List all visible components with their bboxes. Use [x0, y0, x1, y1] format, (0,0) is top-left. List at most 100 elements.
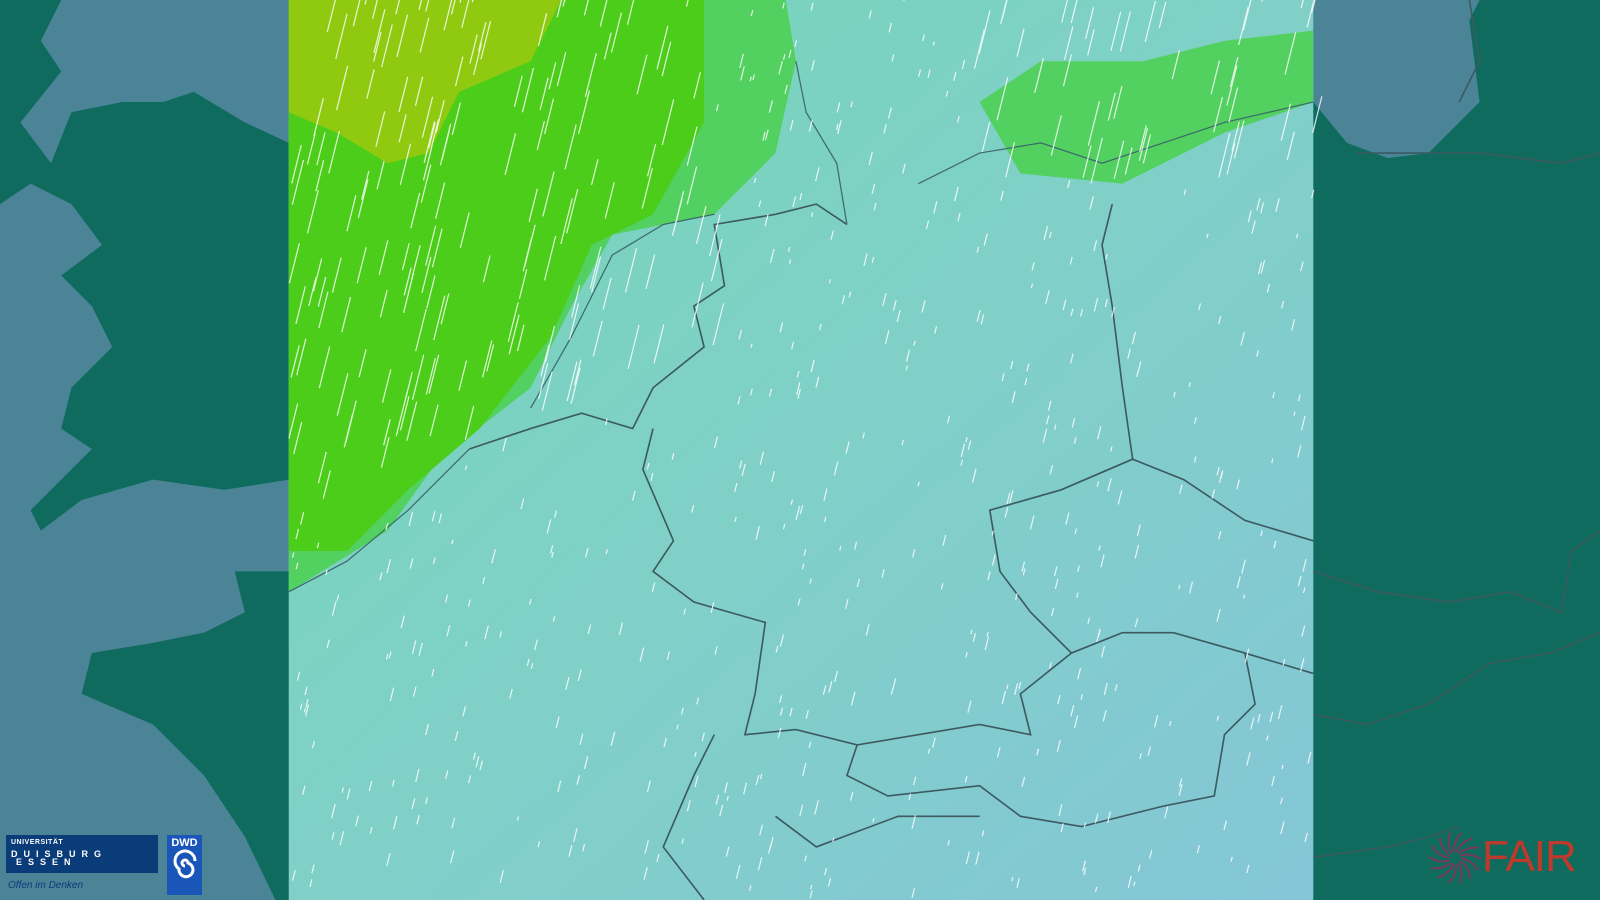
wind-streak [719, 804, 724, 817]
wind-streak [1193, 456, 1197, 463]
wind-streak [438, 513, 443, 524]
wind-streak [304, 686, 308, 696]
wind-streak [1101, 645, 1106, 658]
wind-streak [311, 864, 315, 874]
wind-streak [1001, 373, 1005, 382]
wind-streak [311, 740, 315, 749]
wind-streak [693, 72, 702, 99]
wind-streak [584, 53, 597, 97]
wind-streak [777, 727, 782, 739]
wind-streak [996, 77, 1009, 121]
wind-streak [964, 776, 968, 783]
wind-streak [1139, 125, 1147, 152]
wind-streak [1110, 446, 1113, 452]
wind-streak [1302, 558, 1307, 572]
wind-streak [1300, 261, 1304, 272]
wind-streak [758, 200, 762, 208]
wind-streak [556, 52, 567, 87]
wind-streak [1111, 306, 1115, 318]
wind-streak [291, 159, 305, 205]
wind-streak [686, 799, 691, 812]
wind-streak [1297, 394, 1301, 402]
wind-streak [1077, 667, 1082, 680]
wind-streak [1057, 694, 1061, 705]
wind-streak [1238, 6, 1249, 46]
wind-streak [356, 247, 367, 284]
wind-streak [782, 2, 785, 9]
wind-streak [546, 519, 552, 534]
wind-streak [464, 405, 475, 441]
sunburst-ray [1447, 863, 1458, 884]
wind-streak [1137, 361, 1142, 373]
wind-streak [835, 123, 839, 131]
wind-streak [715, 104, 719, 112]
wind-streak [762, 131, 766, 142]
wind-streak [422, 146, 433, 181]
wind-streak [1104, 298, 1108, 308]
wind-streak [737, 396, 741, 405]
wind-streak [1073, 437, 1077, 444]
wind-streak [765, 129, 769, 141]
wind-streak [1134, 544, 1140, 559]
wind-streak [749, 76, 752, 82]
wind-streak [529, 598, 532, 605]
wind-streak [428, 354, 440, 394]
wind-streak [1000, 190, 1004, 201]
wind-streak [1100, 554, 1105, 568]
wind-streak [1228, 87, 1239, 123]
wind-streak [681, 838, 684, 844]
wind-streak [810, 2, 814, 11]
wind-streak [908, 793, 912, 800]
wind-streak [975, 851, 980, 865]
wind-streak [491, 548, 496, 564]
wind-streak [666, 651, 671, 660]
wind-streak [602, 277, 612, 310]
wind-streak [986, 632, 989, 637]
wind-streak [841, 294, 846, 305]
wind-streak [292, 870, 296, 881]
wind-streak [369, 826, 373, 834]
wind-streak [1030, 283, 1034, 289]
wind-streak [1107, 477, 1112, 492]
wind-streak [839, 546, 842, 551]
wind-streak [750, 343, 753, 348]
wind-streak [420, 164, 432, 203]
wind-streak [845, 598, 849, 609]
wind-streak [386, 559, 392, 574]
wind-streak [942, 534, 947, 546]
wind-streak [871, 256, 875, 263]
wind-streak [641, 167, 653, 209]
wind-streak [1014, 683, 1019, 695]
wind-streak [302, 785, 306, 796]
wind-streak [1260, 259, 1266, 274]
wind-streak [604, 182, 615, 219]
wind-streak [799, 193, 803, 201]
sunburst-icon [1428, 831, 1482, 885]
sunburst-ray [1447, 831, 1453, 854]
wind-streak [300, 511, 305, 525]
wind-streak [543, 235, 557, 281]
wind-streak [520, 498, 525, 510]
wind-streak [850, 691, 856, 706]
wind-streak [1021, 561, 1026, 572]
wind-streak [610, 12, 623, 53]
wind-streak [740, 66, 745, 81]
wind-streak [1094, 813, 1099, 824]
wind-streak [748, 885, 752, 892]
wind-streak [462, 706, 467, 717]
wind-streak [1271, 458, 1274, 464]
wind-streak [896, 310, 901, 323]
wind-streak [1142, 134, 1152, 164]
wind-streak [1231, 121, 1240, 152]
wind-streak [509, 688, 513, 699]
wind-streak [735, 864, 741, 879]
wind-streak [1087, 29, 1095, 56]
wind-streak [1218, 531, 1222, 540]
wind-streak [808, 741, 812, 748]
wind-streak [1311, 189, 1315, 199]
wind-streak [1244, 648, 1250, 663]
wind-streak [326, 0, 336, 33]
wind-streak [288, 403, 299, 439]
wind-streak [326, 639, 330, 648]
